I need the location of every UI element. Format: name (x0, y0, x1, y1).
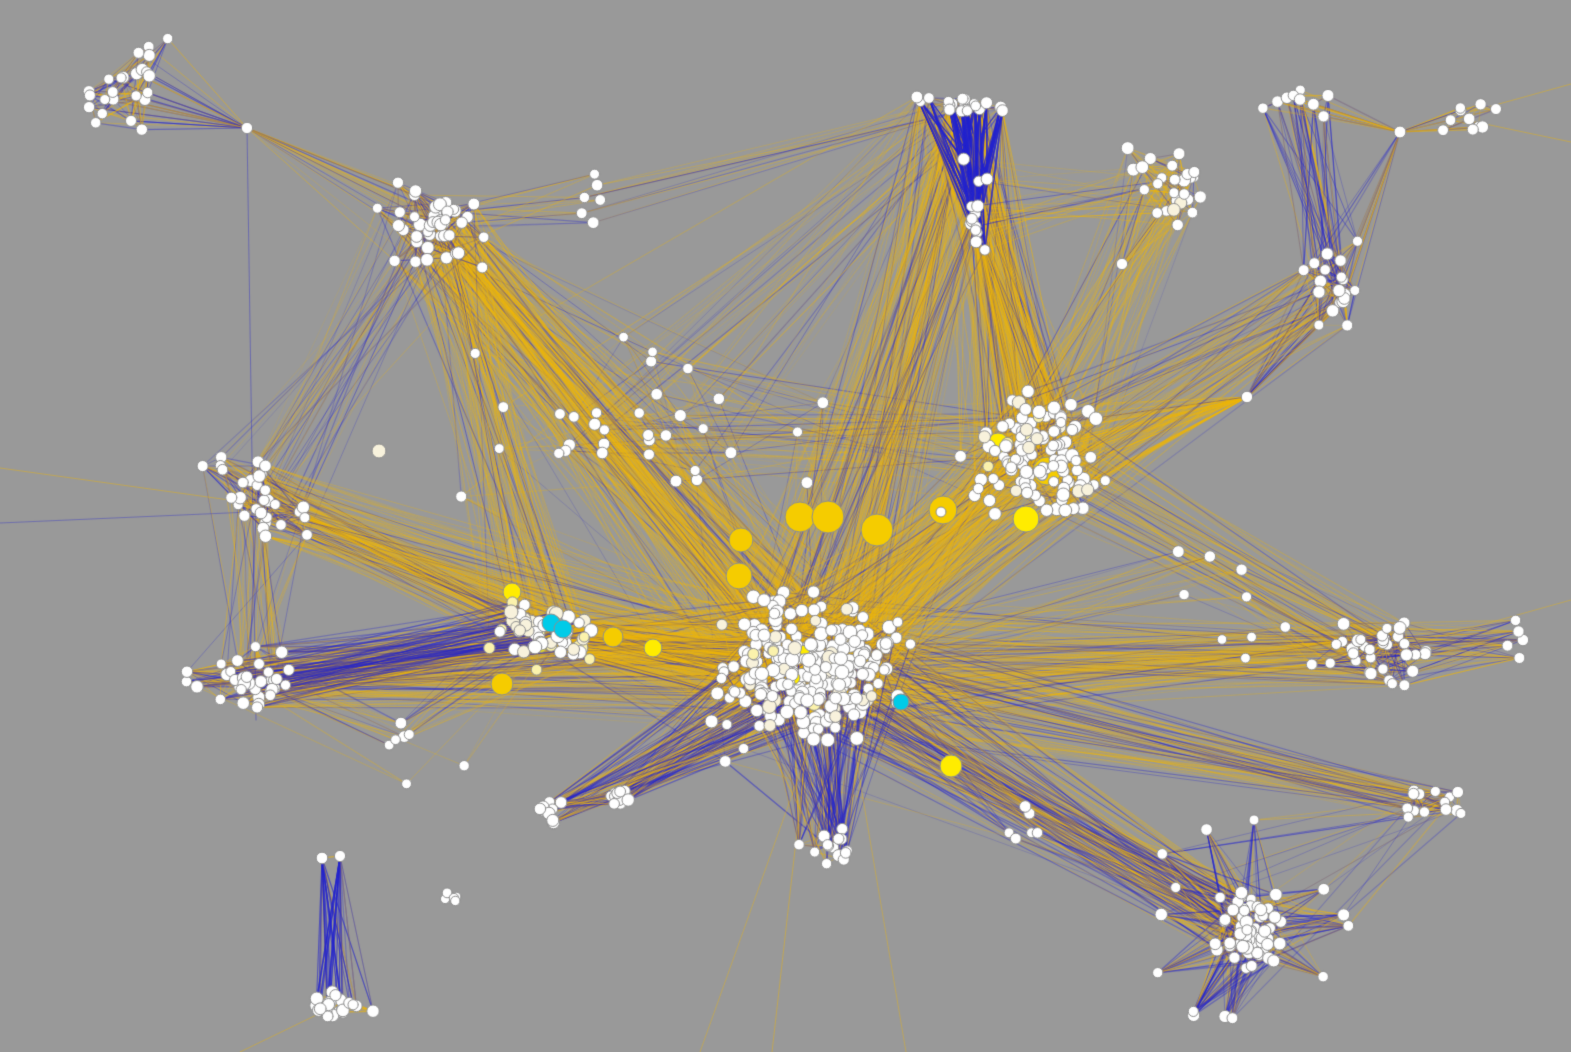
network-visualization (0, 0, 1571, 1052)
graph-canvas[interactable] (0, 0, 1571, 1052)
